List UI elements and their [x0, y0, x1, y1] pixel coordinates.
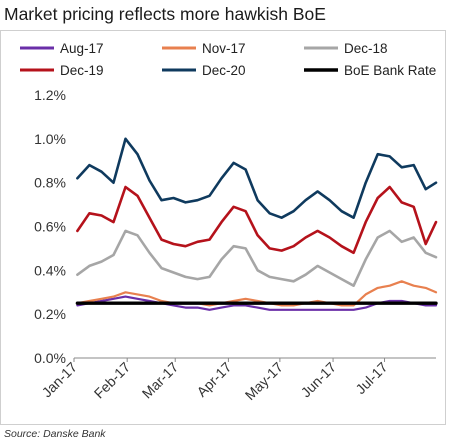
y-tick-label: 1.0%	[34, 131, 66, 147]
chart-title: Market pricing reflects more hawkish BoE	[4, 4, 326, 24]
legend-label: Aug-17	[60, 41, 104, 56]
series-line-dec-19	[76, 185, 438, 255]
x-tick-label: Jul-17	[352, 359, 390, 397]
legend-label: Dec-18	[344, 41, 388, 56]
series-layer	[75, 137, 438, 311]
legend: Aug-17 Nov-17 Dec-18 Dec-19 Dec-20 BoE Bank R…	[20, 41, 436, 78]
source-note: Source: Danske Bank	[4, 428, 106, 440]
series-line-dec-18	[76, 229, 438, 287]
series-line-nov-17	[76, 280, 438, 307]
y-tick-label: 0.6%	[34, 219, 66, 235]
y-tick-label: 0.4%	[34, 262, 66, 278]
axes-layer: 0.0%0.2%0.4%0.6%0.8%1.0%1.2%Jan-17 Feb-17…	[34, 87, 436, 403]
y-tick-label: 0.0%	[34, 350, 66, 366]
legend-label: Dec-19	[60, 63, 104, 78]
series-line-dec-20	[76, 137, 438, 219]
x-tick-label: May-17	[242, 359, 286, 403]
x-tick-label: Apr-17	[193, 359, 234, 400]
x-tick-label: Jun-17	[298, 359, 340, 401]
legend-label: Dec-20	[202, 63, 246, 78]
x-tick-label: Feb-17	[91, 359, 134, 402]
legend-label: BoE Bank Rate	[344, 63, 436, 78]
y-tick-label: 0.8%	[34, 175, 66, 191]
x-tick-label: Mar-17	[139, 359, 182, 402]
y-tick-label: 1.2%	[34, 87, 66, 103]
y-tick-label: 0.2%	[34, 306, 66, 322]
legend-label: Nov-17	[202, 41, 246, 56]
